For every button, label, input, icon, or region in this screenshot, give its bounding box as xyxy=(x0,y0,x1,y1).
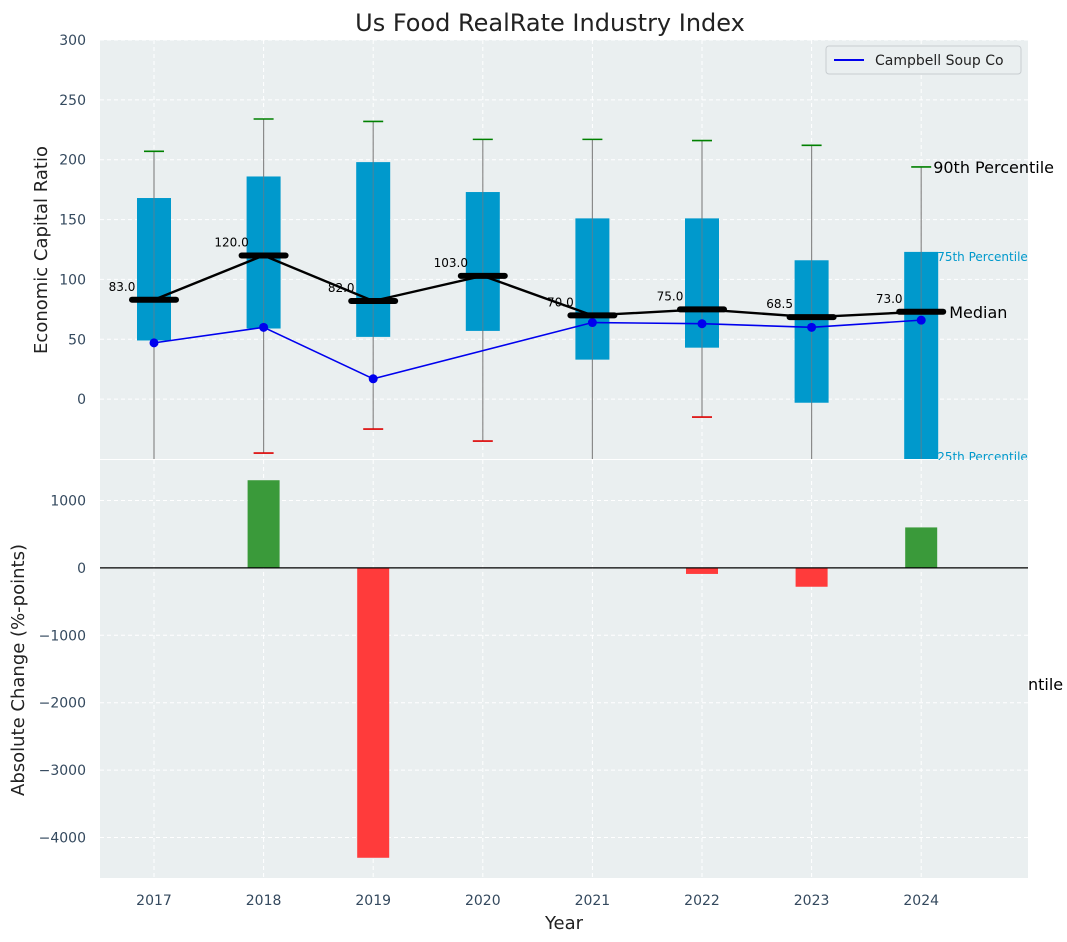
annotation-75th: 75th Percentile xyxy=(937,250,1028,264)
bottom-y-tick-label: −3000 xyxy=(39,763,86,779)
top-plot-area xyxy=(100,40,1028,459)
series-point xyxy=(368,374,378,384)
median-value-label: 75.0 xyxy=(657,289,684,303)
series-point xyxy=(807,322,817,332)
negative-change-bar xyxy=(795,567,828,587)
top-y-tick-label: 200 xyxy=(59,153,86,169)
series-point xyxy=(259,322,269,332)
median-value-label: 83.0 xyxy=(109,280,136,294)
legend-label: Campbell Soup Co xyxy=(875,53,1004,69)
x-tick-labels: 2017 2018 2019 2020 2021 2022 2023 2024 xyxy=(136,893,939,909)
top-y-tick-label: 250 xyxy=(59,93,86,109)
top-y-tick-label: 0 xyxy=(77,392,86,408)
top-y-tick-label: 100 xyxy=(59,272,86,288)
bottom-y-axis-label: Absolute Change (%-points) xyxy=(8,544,29,796)
top-y-axis-label: Economic Capital Ratio xyxy=(31,146,52,354)
series-point xyxy=(697,319,707,329)
annotation-median: Median xyxy=(949,303,1007,322)
x-tick-label: 2021 xyxy=(575,893,611,909)
bottom-y-tick-labels: −4000 −3000 −2000 −1000 0 1000 xyxy=(39,493,86,846)
median-value-label: 68.5 xyxy=(766,297,793,311)
change-bars xyxy=(247,480,938,858)
series-point xyxy=(916,315,926,325)
bottom-plot-area xyxy=(100,460,1028,878)
positive-change-bar xyxy=(905,527,938,568)
chart-title: Us Food RealRate Industry Index xyxy=(355,9,745,37)
series-point xyxy=(149,338,159,348)
median-line-group: 83.0 120.0 82.0 103.0 70.0 75.0 68.5 73.0 xyxy=(109,235,947,321)
top-y-tick-label: 50 xyxy=(68,332,86,348)
top-y-tick-label: 300 xyxy=(59,33,86,49)
x-tick-label: 2020 xyxy=(465,893,501,909)
series-point xyxy=(587,318,597,328)
bottom-y-tick-label: 0 xyxy=(77,561,86,577)
median-value-label: 70.0 xyxy=(547,295,574,309)
median-value-label: 120.0 xyxy=(214,235,248,249)
x-tick-label: 2019 xyxy=(355,893,391,909)
bottom-y-tick-label: 1000 xyxy=(50,493,86,509)
bottom-y-tick-label: −4000 xyxy=(39,831,86,847)
x-tick-label: 2022 xyxy=(684,893,720,909)
top-y-tick-label: 150 xyxy=(59,213,86,229)
legend: Campbell Soup Co xyxy=(825,45,1022,75)
negative-change-bar xyxy=(357,567,390,858)
bottom-panel: −4000 −3000 −2000 −1000 0 1000 ntile Absolute… xyxy=(8,460,1063,934)
legend-box xyxy=(825,45,1022,75)
median-value-label: 82.0 xyxy=(328,281,355,295)
negative-change-bar xyxy=(686,567,718,574)
x-tick-label: 2018 xyxy=(246,893,282,909)
positive-change-bar xyxy=(247,480,280,568)
x-axis-label: Year xyxy=(544,913,584,934)
series-campbell-soup xyxy=(149,315,926,384)
median-value-label: 73.0 xyxy=(876,292,903,306)
overflow-annotation: ntile xyxy=(1028,675,1063,694)
annotation-90th: 90th Percentile xyxy=(933,158,1054,177)
top-panel: 0 50 100 150 200 250 300 83.0 120.0 82.0 103.0 70.… xyxy=(31,33,1054,464)
bottom-y-tick-label: −2000 xyxy=(39,696,86,712)
median-value-label: 103.0 xyxy=(434,256,468,270)
x-tick-label: 2023 xyxy=(794,893,830,909)
x-tick-label: 2024 xyxy=(903,893,939,909)
bottom-y-tick-label: −1000 xyxy=(39,628,86,644)
x-tick-label: 2017 xyxy=(136,893,172,909)
top-y-tick-labels: 0 50 100 150 200 250 300 xyxy=(59,33,86,408)
